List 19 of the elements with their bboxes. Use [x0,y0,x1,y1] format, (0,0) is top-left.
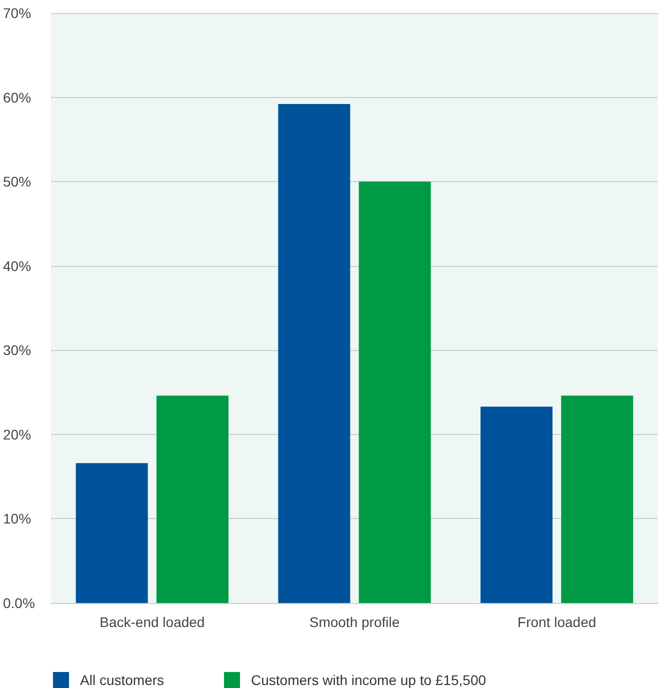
y-tick-label: 0.0% [3,595,35,611]
bar [480,406,553,603]
bar [358,182,431,603]
y-tick-label: 60% [3,89,32,106]
bar [156,396,228,603]
bar [561,396,634,603]
x-tick-label: Front loaded [518,614,596,630]
x-tick-label: Smooth profile [309,614,400,630]
legend-label: Customers with income up to £15,500 [251,672,486,688]
legend-label: All customers [80,672,164,688]
x-tick-label: Back-end loaded [100,614,205,630]
y-tick-label: 50% [3,174,32,190]
y-tick-label: 30% [3,342,32,358]
bar [278,104,350,603]
y-tick-label: 10% [3,510,32,527]
y-tick-label: 20% [3,426,32,442]
y-tick-label: 40% [3,258,32,274]
bar [76,463,148,603]
y-tick-label: 70% [3,5,32,21]
